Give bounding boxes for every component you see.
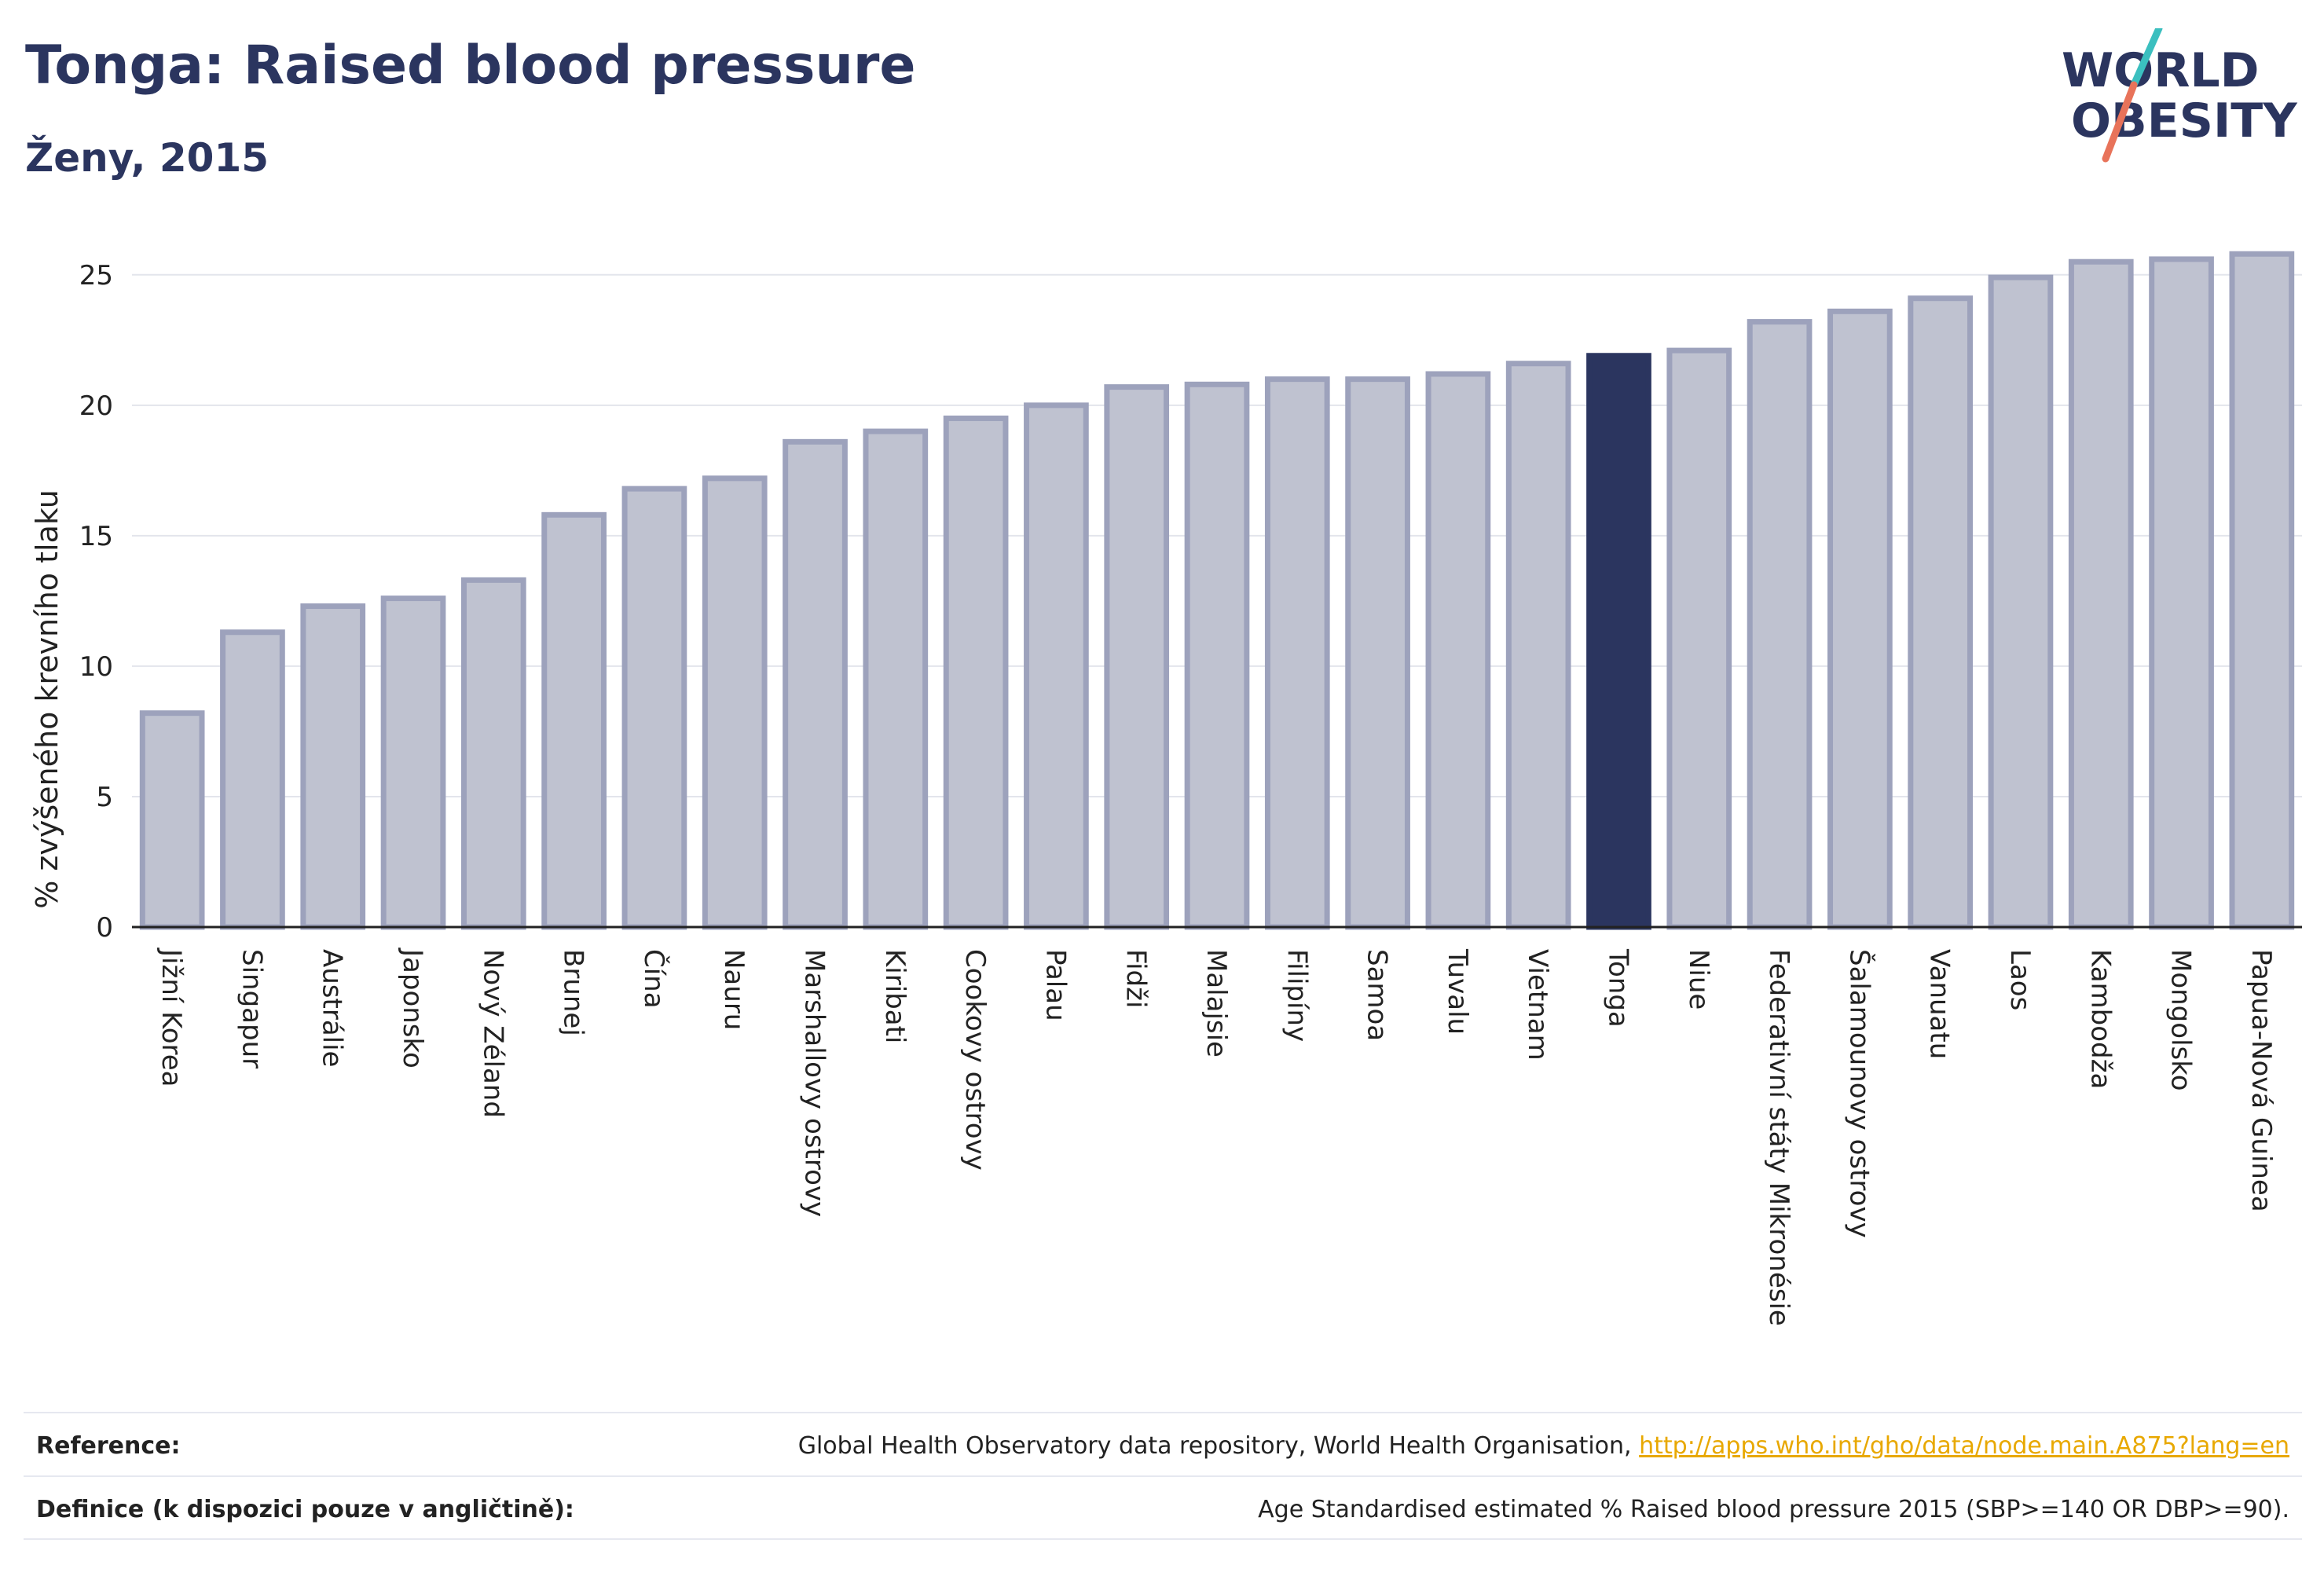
- bar: [1024, 402, 1089, 930]
- x-category-label: Nový Zéland: [477, 949, 508, 1118]
- y-tick-label: 20: [79, 390, 113, 422]
- x-category-label: Nauru: [718, 949, 750, 1030]
- x-category-label: Marshallovy ostrovy: [799, 949, 830, 1217]
- logo-slash-teal: [2130, 28, 2163, 89]
- bars: [139, 251, 2295, 930]
- bar: [1184, 381, 1250, 930]
- footer-definition-row: Definice (k dispozici pouze v angličtině…: [24, 1475, 2302, 1537]
- y-tick-label: 10: [79, 651, 113, 683]
- bar: [1505, 361, 1571, 930]
- bar: [943, 415, 1009, 930]
- bar: [220, 629, 285, 930]
- bar: [1908, 295, 1974, 930]
- world-obesity-logo: WORLD OBESITY: [2062, 28, 2298, 163]
- bar-chart: 0 5 10 15 20 25 Jižní Korea Singapur Austrálie Ja…: [30, 251, 2302, 1326]
- bar: [460, 577, 526, 930]
- x-category-label: Tuvalu: [1442, 948, 1473, 1035]
- bar: [1425, 371, 1491, 930]
- bar: [2149, 256, 2214, 930]
- x-category-label: Brunej: [558, 949, 589, 1036]
- x-category-label: Samoa: [1362, 949, 1393, 1041]
- bar: [139, 710, 205, 930]
- y-tick-label: 5: [96, 782, 113, 813]
- x-category-label: Federativní státy Mikronésie: [1763, 949, 1794, 1326]
- bar: [300, 603, 366, 930]
- definition-text: Age Standardised estimated % Raised bloo…: [1258, 1496, 2289, 1523]
- x-category-label: Papua-Nová Guinea: [2245, 949, 2277, 1212]
- x-category-label: Čína: [638, 949, 670, 1009]
- footer-divider: [24, 1538, 2302, 1540]
- bar-highlight: [1586, 353, 1651, 930]
- x-category-label: Palau: [1039, 949, 1071, 1021]
- logo-word-world: WORLD: [2062, 43, 2259, 98]
- x-category-label: Kiribati: [879, 949, 911, 1043]
- x-category-label: Cookovy ostrovy: [959, 949, 991, 1171]
- footer-reference-row: Reference: Global Health Observatory dat…: [24, 1412, 2302, 1473]
- x-category-label: Filipíny: [1281, 949, 1312, 1042]
- x-category-label: Vietnam: [1522, 949, 1553, 1061]
- y-tick-label: 25: [79, 260, 113, 291]
- chart-title: Tonga: Raised blood pressure: [25, 35, 916, 97]
- bar: [1264, 376, 1330, 930]
- axes: 0 5 10 15 20 25 Jižní Korea Singapur Austrálie Ja…: [79, 260, 2302, 1326]
- x-category-label: Niue: [1683, 949, 1714, 1010]
- bar: [1827, 308, 1893, 930]
- bar: [1988, 274, 2054, 930]
- x-category-label: Laos: [2004, 949, 2036, 1010]
- bar: [1747, 319, 1813, 930]
- x-category-label: Japonsko: [397, 947, 428, 1068]
- x-category-label: Fidži: [1120, 949, 1152, 1008]
- definition-label: Definice (k dispozici pouze v angličtině…: [36, 1496, 574, 1523]
- y-tick-label: 15: [79, 521, 113, 552]
- bar: [783, 438, 848, 930]
- x-category-label: Malajsie: [1200, 949, 1232, 1057]
- bar: [2068, 258, 2134, 930]
- x-category-label: Kambodža: [2084, 949, 2116, 1089]
- x-category-label: Singapur: [236, 949, 267, 1068]
- bar: [541, 511, 607, 930]
- bar: [2229, 251, 2295, 930]
- y-tick-label: 0: [96, 912, 113, 944]
- logo-slash-coral: [2102, 81, 2138, 163]
- bar: [863, 428, 929, 930]
- x-category-label: Austrálie: [317, 949, 348, 1067]
- y-axis-label: % zvýšeného krevního tlaku: [30, 489, 64, 909]
- bar: [1666, 347, 1732, 930]
- reference-value: Global Health Observatory data repositor…: [798, 1432, 2289, 1460]
- x-category-label: Jižní Korea: [156, 947, 187, 1087]
- bar: [1345, 376, 1410, 930]
- bar: [1104, 384, 1170, 930]
- reference-label: Reference:: [36, 1432, 181, 1460]
- x-category-label: Tonga: [1602, 948, 1633, 1028]
- bar: [702, 475, 768, 930]
- bar: [380, 596, 446, 930]
- x-category-label: Vanuatu: [1924, 949, 1956, 1059]
- logo-word-obesity: OBESITY: [2071, 93, 2298, 148]
- reference-link[interactable]: http://apps.who.int/gho/data/node.main.A…: [1639, 1432, 2289, 1460]
- bar: [621, 486, 687, 930]
- chart-subtitle: Ženy, 2015: [25, 135, 269, 181]
- x-category-label: Šalamounovy ostrovy: [1843, 949, 1875, 1238]
- reference-text: Global Health Observatory data repositor…: [797, 1432, 1632, 1460]
- x-category-label: Mongolsko: [2165, 949, 2197, 1091]
